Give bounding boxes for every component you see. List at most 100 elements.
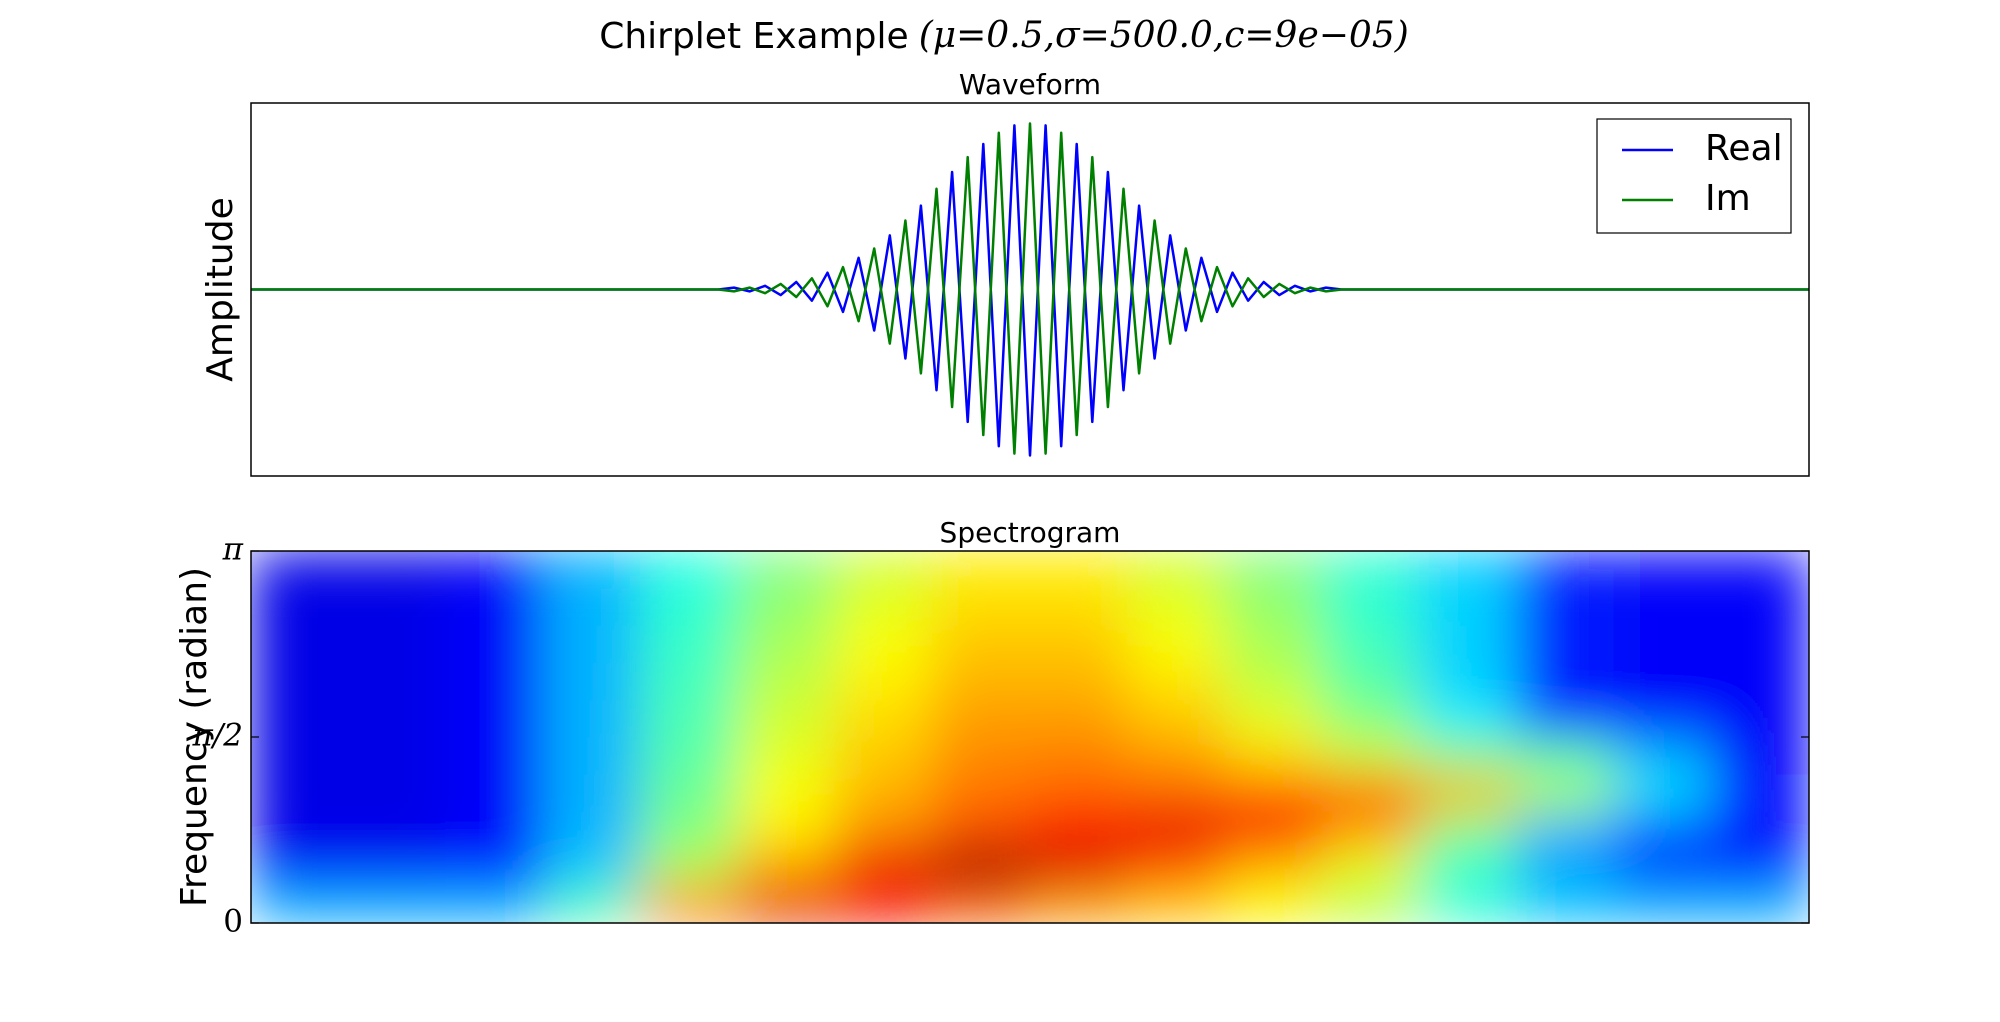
heatmap-cell (1321, 810, 1420, 850)
heatmap-cell (1419, 551, 1518, 589)
heatmap-cell (640, 885, 739, 923)
heatmap-cell (737, 736, 836, 775)
heatmap-cell (1126, 551, 1226, 589)
heatmap-cell (1613, 773, 1713, 812)
heatmap-cell (347, 699, 447, 738)
heatmap-cell (1711, 810, 1809, 850)
heatmap-cell (1126, 624, 1226, 664)
heatmap-cell (1029, 848, 1128, 887)
heatmap-cell (1419, 587, 1518, 626)
heatmap-cell (834, 736, 934, 775)
heatmap-cell (1516, 662, 1615, 701)
heatmap-cell (1516, 810, 1615, 850)
heatmap-cell (1516, 885, 1615, 923)
heatmap-cell (347, 848, 447, 887)
heatmap-cell (1613, 736, 1713, 775)
heatmap-cell (251, 810, 349, 850)
heatmap-cell (542, 551, 641, 589)
heatmap-cell (542, 773, 641, 812)
heatmap-cell (1224, 810, 1323, 850)
heatmap-cell (1126, 848, 1226, 887)
heatmap-cell (932, 885, 1031, 923)
heatmap-cell (251, 587, 349, 626)
heatmap-cell (1224, 624, 1323, 664)
heatmap-cell (347, 885, 447, 923)
heatmap-cell (932, 551, 1031, 589)
heatmap-cell (1224, 736, 1323, 775)
heatmap-cell (1321, 848, 1420, 887)
heatmap-cell (251, 699, 349, 738)
heatmap-cell (542, 699, 641, 738)
heatmap-cell (932, 699, 1031, 738)
heatmap-cell (1516, 848, 1615, 887)
heatmap-cell (1711, 773, 1809, 812)
heatmap-cell (737, 848, 836, 887)
heatmap-cell (737, 624, 836, 664)
heatmap-cell (347, 624, 447, 664)
heatmap-cell (640, 587, 739, 626)
heatmap-cell (737, 587, 836, 626)
heatmap-cell (1224, 885, 1323, 923)
series-line (251, 124, 1809, 457)
heatmap-cell (737, 662, 836, 701)
heatmap-cell (1029, 810, 1128, 850)
heatmap-cell (640, 736, 739, 775)
legend-box (1596, 118, 1792, 234)
heatmap-cell (834, 699, 934, 738)
heatmap-cell (445, 810, 544, 850)
heatmap-cell (445, 624, 544, 664)
heatmap-cell (347, 662, 447, 701)
heatmap-cell (1516, 587, 1615, 626)
heatmap-cell (1029, 885, 1128, 923)
heatmap-cell (251, 736, 349, 775)
heatmap-cell (1419, 773, 1518, 812)
heatmap-cell (347, 810, 447, 850)
heatmap-cell (737, 773, 836, 812)
heatmap-cell (1029, 736, 1128, 775)
heatmap-cell (1126, 736, 1226, 775)
heatmap-cell (251, 773, 349, 812)
suptitle-text: Chirplet Example (599, 16, 909, 57)
heatmap-cell (251, 551, 349, 589)
heatmap-cell (1516, 551, 1615, 589)
heatmap-cell (932, 848, 1031, 887)
heatmap-cell (1516, 773, 1615, 812)
heatmap-cell (1613, 810, 1713, 850)
heatmap-cell (1029, 699, 1128, 738)
heatmap-cell (932, 587, 1031, 626)
heatmap-cell (640, 810, 739, 850)
heatmap-cell (1321, 624, 1420, 664)
heatmap-cell (932, 662, 1031, 701)
heatmap-cell (1613, 624, 1713, 664)
heatmap-cell (737, 810, 836, 850)
heatmap (251, 551, 1809, 923)
heatmap-cell (445, 885, 544, 923)
heatmap-cell (1029, 551, 1128, 589)
heatmap-cell (834, 810, 934, 850)
heatmap-cell (1224, 848, 1323, 887)
heatmap-cell (445, 773, 544, 812)
axes-title: Spectrogram (940, 516, 1121, 549)
heatmap-cell (640, 662, 739, 701)
heatmap-cell (251, 885, 349, 923)
heatmap-cell (1419, 885, 1518, 923)
heatmap-cell (932, 773, 1031, 812)
heatmap-cell (251, 662, 349, 701)
heatmap-cell (1224, 699, 1323, 738)
heatmap-cell (737, 885, 836, 923)
heatmap-cell (1321, 551, 1420, 589)
legend-label: Real (1705, 128, 1783, 169)
heatmap-cell (445, 551, 544, 589)
y-axis-label: Frequency (radian) (174, 567, 215, 907)
heatmap-cell (640, 551, 739, 589)
heatmap-cell (1126, 773, 1226, 812)
heatmap-cell (1029, 773, 1128, 812)
heatmap-cell (932, 736, 1031, 775)
heatmap-cell (542, 885, 641, 923)
heatmap-cell (1321, 773, 1420, 812)
heatmap-cell (1711, 699, 1809, 738)
heatmap-cell (445, 699, 544, 738)
heatmap-cell (834, 551, 934, 589)
heatmap-cell (542, 810, 641, 850)
